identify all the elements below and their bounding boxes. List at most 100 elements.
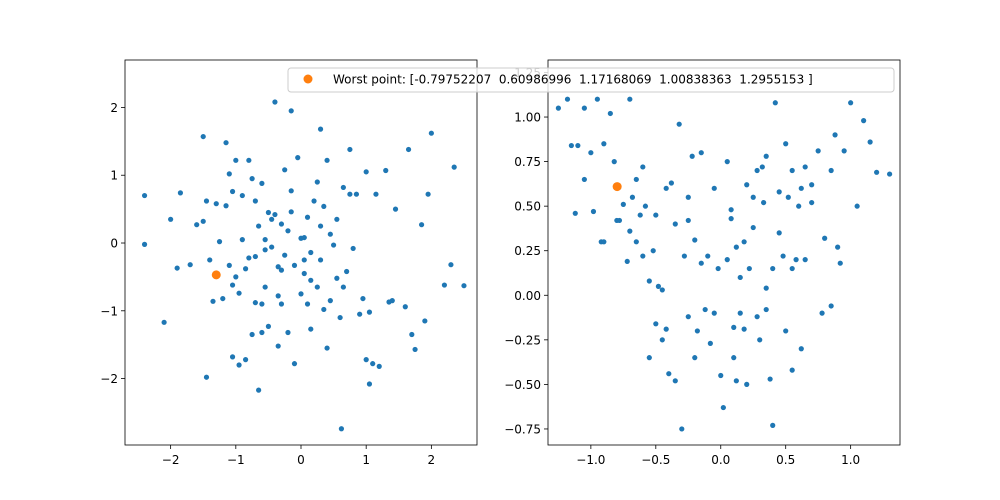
- left-scatter-point: [357, 311, 363, 317]
- left-scatter-point: [360, 295, 366, 302]
- right-y-tick-label: −0.75: [504, 422, 541, 436]
- right-scatter-point: [761, 199, 767, 206]
- right-scatter-point: [624, 258, 630, 265]
- left-scatter-point: [350, 245, 356, 252]
- left-scatter-point: [229, 188, 236, 195]
- right-worst-point: [612, 182, 622, 192]
- left-scatter-point: [269, 244, 275, 250]
- left-scatter-point: [194, 222, 200, 228]
- left-scatter-point: [249, 331, 255, 338]
- left-scatter-point: [233, 157, 239, 163]
- left-scatter-point: [405, 146, 412, 153]
- left-scatter-point: [363, 169, 369, 175]
- right-scatter-point: [640, 164, 646, 170]
- left-scatter-point: [272, 99, 278, 105]
- left-scatter-point: [220, 295, 226, 302]
- left-scatter-point: [366, 309, 373, 315]
- right-scatter-point: [555, 105, 561, 111]
- left-scatter-point: [288, 209, 294, 215]
- right-x-tick-label: 0.0: [711, 453, 730, 467]
- right-scatter-point: [672, 378, 678, 384]
- right-scatter-point: [642, 203, 649, 209]
- left-scatter-point: [288, 188, 294, 194]
- right-scatter-point: [607, 110, 613, 117]
- left-scatter-point: [161, 319, 167, 325]
- left-scatter-point: [275, 293, 281, 299]
- left-scatter-point: [317, 257, 324, 263]
- right-scatter-point: [780, 253, 786, 259]
- left-scatter-point: [269, 216, 275, 222]
- right-y-tick-label: 0.50: [514, 200, 541, 214]
- right-scatter-point: [793, 257, 799, 263]
- left-scatter-point: [141, 241, 148, 247]
- right-scatter-point: [629, 194, 636, 200]
- right-scatter-point: [564, 96, 571, 102]
- right-scatter-point: [750, 194, 756, 200]
- left-scatter-point: [239, 192, 245, 199]
- left-scatter-point: [246, 157, 252, 163]
- left-scatter-point: [321, 306, 327, 313]
- right-scatter-point: [750, 224, 756, 231]
- right-scatter-point: [754, 314, 760, 320]
- right-scatter-point: [588, 150, 594, 156]
- left-scatter-point: [177, 190, 184, 196]
- right-scatter-point: [819, 310, 825, 316]
- left-scatter-point: [409, 331, 415, 338]
- left-scatter-point: [363, 357, 369, 363]
- right-scatter-point: [828, 167, 834, 174]
- left-scatter-point: [216, 239, 223, 245]
- left-scatter-point: [213, 201, 219, 207]
- left-scatter-point: [412, 346, 418, 353]
- left-x-tick-label: 0: [297, 453, 305, 467]
- left-scatter-point: [272, 211, 278, 218]
- left-scatter-point: [338, 426, 345, 432]
- right-scatter-point: [731, 324, 737, 330]
- left-x-tick-label: −2: [162, 453, 180, 467]
- right-scatter-point: [679, 426, 685, 432]
- right-scatter-point: [705, 253, 711, 259]
- left-scatter-point: [259, 180, 265, 186]
- left-scatter-point: [337, 314, 343, 321]
- left-scatter-point: [376, 363, 382, 369]
- left-scatter-point: [141, 192, 148, 199]
- left-scatter-point: [242, 357, 249, 363]
- right-scatter-point: [718, 372, 724, 379]
- left-y-tick-label: 1: [110, 169, 118, 183]
- right-scatter-point: [689, 153, 695, 159]
- left-scatter-point: [317, 126, 324, 132]
- left-scatter-point: [461, 283, 467, 289]
- left-scatter-point: [291, 262, 298, 268]
- left-scatter-point: [425, 191, 431, 197]
- right-scatter-point: [741, 239, 747, 245]
- right-scatter-point: [620, 201, 626, 207]
- right-axes-frame: [547, 59, 901, 446]
- right-scatter-point: [763, 285, 769, 291]
- right-scatter-point: [666, 371, 672, 377]
- right-scatter-point: [737, 274, 743, 281]
- right-scatter-point: [776, 189, 782, 195]
- right-scatter-point: [772, 100, 778, 106]
- right-scatter-point: [867, 139, 873, 145]
- right-scatter-point: [887, 171, 893, 177]
- right-scatter-point: [874, 169, 880, 175]
- left-scatter-point: [174, 265, 180, 271]
- right-scatter-point: [698, 150, 704, 156]
- left-scatter-point: [418, 222, 425, 228]
- left-scatter-point: [308, 326, 314, 332]
- left-scatter-point: [321, 203, 327, 210]
- left-scatter-point: [207, 257, 213, 263]
- right-scatter-point: [581, 176, 587, 183]
- left-scatter-point: [344, 268, 350, 275]
- left-scatter-point: [223, 140, 229, 146]
- left-scatter-point: [441, 282, 448, 288]
- right-scatter-point: [741, 326, 747, 332]
- right-scatter-point: [707, 340, 713, 346]
- left-x-ticks: −2 −1 0 1 2: [162, 445, 435, 467]
- left-scatter-point: [314, 284, 320, 290]
- right-scatter-point: [731, 355, 737, 361]
- right-scatter-point: [724, 159, 730, 165]
- right-scatter-point: [663, 326, 669, 332]
- left-scatter-point: [334, 216, 340, 222]
- left-scatter-point: [347, 146, 353, 153]
- right-y-tick-label: 0.75: [514, 155, 541, 169]
